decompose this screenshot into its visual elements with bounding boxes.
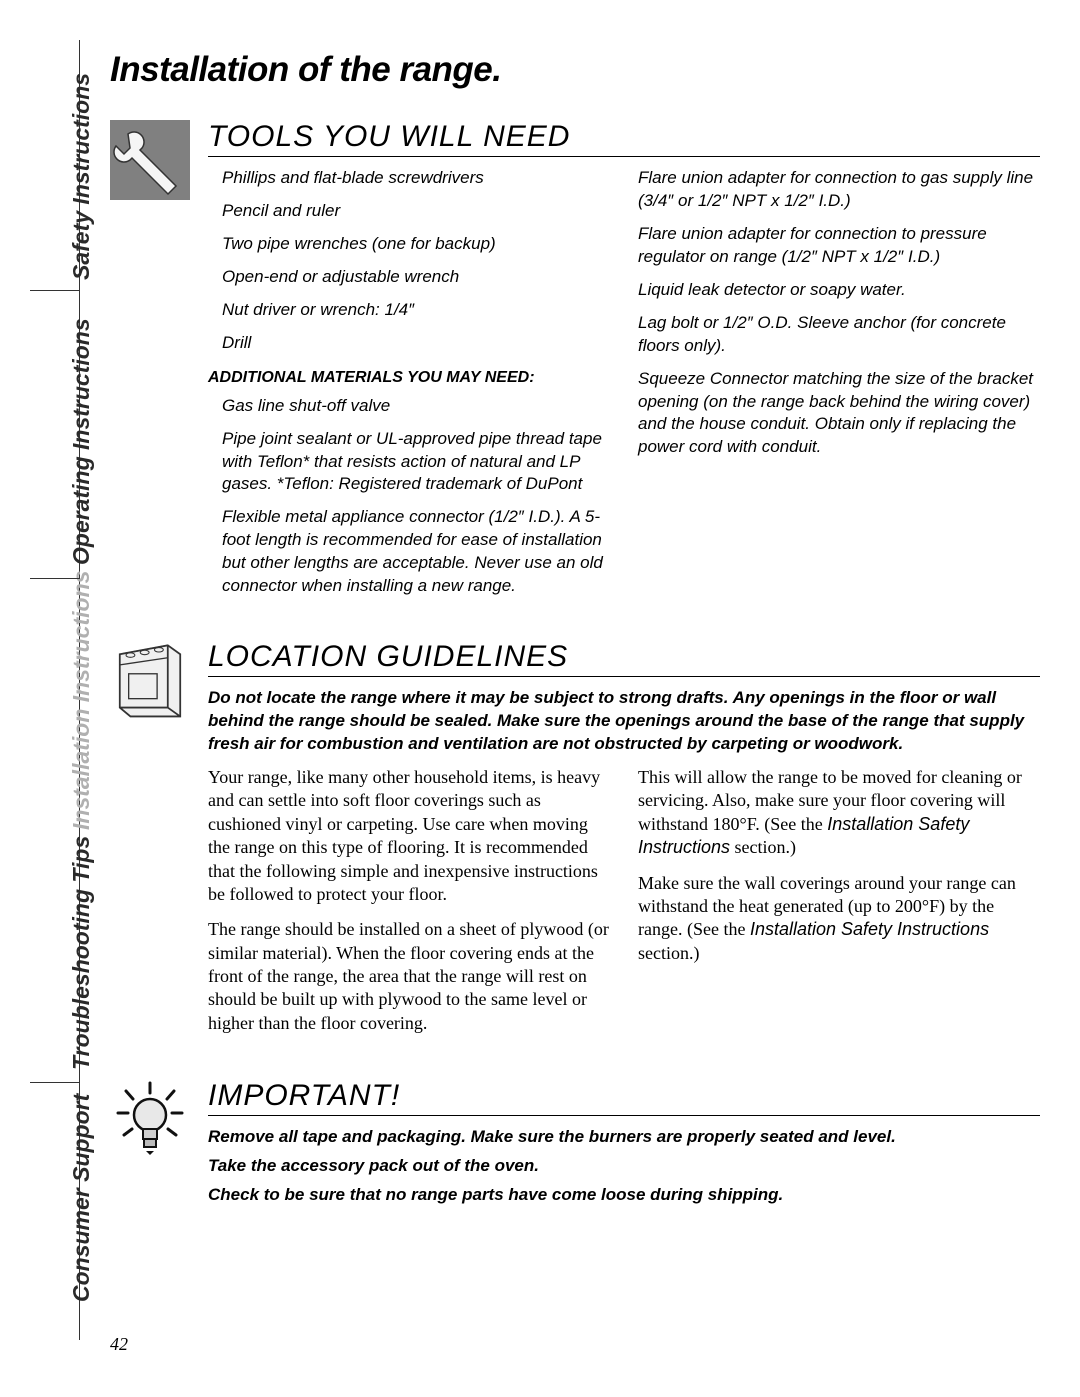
sidebar-divider xyxy=(30,578,80,579)
sidebar-item-installation[interactable]: Installation Instructions xyxy=(68,571,95,830)
sidebar-divider xyxy=(30,290,80,291)
body-paragraph: Make sure the wall coverings around your… xyxy=(638,872,1040,966)
tools-heading: TOOLS YOU WILL NEED xyxy=(208,120,1040,157)
list-item: Pencil and ruler xyxy=(222,200,610,223)
page-title: Installation of the range. xyxy=(110,50,1040,90)
list-item: Phillips and flat-blade screwdrivers xyxy=(222,167,610,190)
important-section: IMPORTANT! Remove all tape and packaging… xyxy=(110,1079,1040,1217)
main-content: Installation of the range. TOOLS YOU WIL… xyxy=(110,50,1040,1249)
list-item: Check to be sure that no range parts hav… xyxy=(208,1184,1040,1207)
list-item: Open-end or adjustable wrench xyxy=(222,266,610,289)
list-item: Flare union adapter for connection to pr… xyxy=(638,223,1040,269)
sidebar-item-operating[interactable]: Operating Instructions xyxy=(68,318,95,565)
range-icon xyxy=(110,640,190,1047)
important-heading: IMPORTANT! xyxy=(208,1079,1040,1116)
list-item: Take the accessory pack out of the oven. xyxy=(208,1155,1040,1178)
sidebar-item-safety[interactable]: Safety Instructions xyxy=(68,73,95,280)
body-paragraph: This will allow the range to be moved fo… xyxy=(638,766,1040,860)
list-item: Lag bolt or 1/2″ O.D. Sleeve anchor (for… xyxy=(638,312,1040,358)
lightbulb-icon xyxy=(110,1079,190,1217)
tools-section: TOOLS YOU WILL NEED Phillips and flat-bl… xyxy=(110,120,1040,608)
wrench-icon xyxy=(110,120,190,608)
list-item: Gas line shut-off valve xyxy=(222,395,610,418)
sidebar-item-consumer[interactable]: Consumer Support xyxy=(68,1094,95,1302)
page-number: 42 xyxy=(110,1334,128,1355)
location-lead: Do not locate the range where it may be … xyxy=(208,687,1040,756)
sidebar-divider xyxy=(30,1082,80,1083)
location-section: LOCATION GUIDELINES Do not locate the ra… xyxy=(110,640,1040,1047)
location-heading: LOCATION GUIDELINES xyxy=(208,640,1040,677)
list-item: Squeeze Connector matching the size of t… xyxy=(638,368,1040,460)
list-item: Liquid leak detector or soapy water. xyxy=(638,279,1040,302)
sidebar-nav: Safety Instructions Operating Instructio… xyxy=(30,40,80,1340)
list-item: Drill xyxy=(222,332,610,355)
list-item: Flare union adapter for connection to ga… xyxy=(638,167,1040,213)
body-paragraph: The range should be installed on a sheet… xyxy=(208,918,610,1035)
list-item: Two pipe wrenches (one for backup) xyxy=(222,233,610,256)
list-item: Flexible metal appliance connector (1/2″… xyxy=(222,506,610,598)
list-item: Nut driver or wrench: 1/4″ xyxy=(222,299,610,322)
additional-list: Gas line shut-off valve Pipe joint seala… xyxy=(208,395,610,599)
location-left-col: Your range, like many other household it… xyxy=(208,766,610,1047)
sidebar-item-troubleshooting[interactable]: Troubleshooting Tips xyxy=(68,836,95,1070)
location-right-col: This will allow the range to be moved fo… xyxy=(638,766,1040,1047)
list-item: Remove all tape and packaging. Make sure… xyxy=(208,1126,1040,1149)
body-paragraph: Your range, like many other household it… xyxy=(208,766,610,906)
additional-materials-heading: ADDITIONAL MATERIALS YOU MAY NEED: xyxy=(208,369,610,387)
tools-list-left: Phillips and flat-blade screwdrivers Pen… xyxy=(208,167,610,355)
tools-list-right: Flare union adapter for connection to ga… xyxy=(638,167,1040,459)
important-text: Remove all tape and packaging. Make sure… xyxy=(208,1126,1040,1207)
list-item: Pipe joint sealant or UL-approved pipe t… xyxy=(222,428,610,497)
